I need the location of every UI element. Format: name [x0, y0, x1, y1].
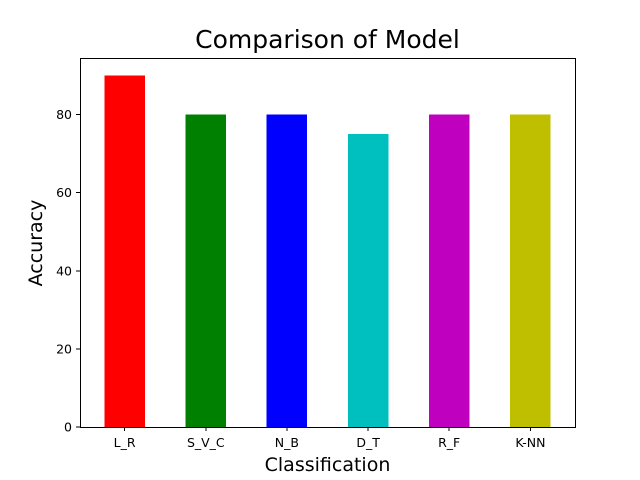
y-tick-label: 60 — [56, 185, 72, 200]
x-tick-label: K-NN — [515, 435, 545, 450]
chart-title: Comparison of Model — [195, 25, 460, 54]
y-tick-label: 80 — [56, 107, 72, 122]
y-tick-label: 20 — [56, 341, 72, 356]
bar-s-v-c — [185, 114, 227, 427]
bar-d-t — [347, 134, 389, 427]
x-axis-ticks: L_R S_V_C N_B D_T R_F K-NN — [114, 427, 545, 450]
bar-n-b — [266, 114, 308, 427]
x-axis-label: Classification — [265, 454, 391, 476]
bar-r-f — [428, 114, 470, 427]
x-tick-label: D_T — [356, 435, 380, 450]
bars-group — [104, 75, 551, 427]
y-tick-label: 40 — [56, 263, 72, 278]
plot-frame — [80, 58, 576, 428]
x-tick-label: R_F — [438, 435, 460, 450]
bar-l-r — [104, 75, 145, 427]
y-axis-label: Accuracy — [25, 200, 47, 287]
x-tick-label: N_B — [275, 435, 299, 450]
y-tick-label: 0 — [64, 420, 72, 435]
x-tick-label: S_V_C — [187, 435, 225, 450]
x-tick-label: L_R — [114, 435, 136, 450]
y-axis-ticks: 0 20 40 60 80 — [56, 107, 80, 435]
bar-k-nn — [510, 114, 551, 427]
